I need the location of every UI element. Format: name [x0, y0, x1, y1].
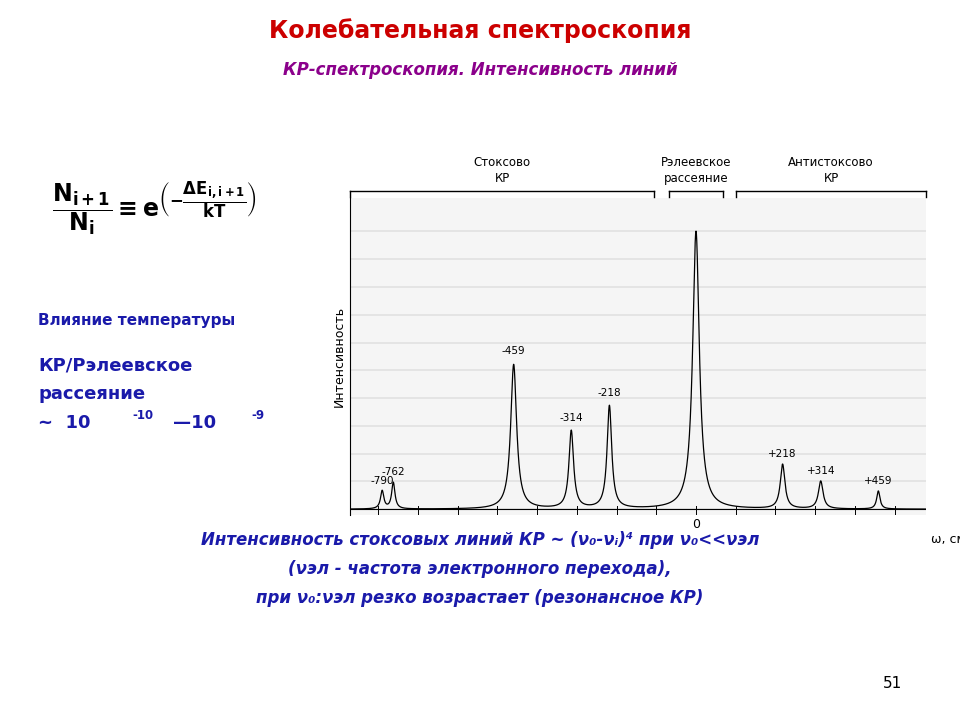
Text: при ν₀:νэл резко возрастает (резонансное КР): при ν₀:νэл резко возрастает (резонансное… — [256, 589, 704, 607]
Text: (νэл - частота электронного перехода),: (νэл - частота электронного перехода), — [288, 560, 672, 578]
Text: ~  10: ~ 10 — [38, 414, 91, 432]
Text: -790: -790 — [371, 476, 394, 485]
Text: КР-спектроскопия. Интенсивность линий: КР-спектроскопия. Интенсивность линий — [282, 61, 678, 79]
Text: -218: -218 — [597, 388, 621, 398]
Text: $\mathbf{\dfrac{N_{i+1}}{N_i} \equiv e^{\left(-\dfrac{\Delta E_{i,i+1}}{kT}\righ: $\mathbf{\dfrac{N_{i+1}}{N_i} \equiv e^{… — [52, 179, 256, 238]
Text: —10: —10 — [173, 414, 216, 432]
Text: +459: +459 — [864, 476, 893, 485]
Text: +218: +218 — [768, 449, 797, 459]
Text: рассеяние: рассеяние — [38, 385, 146, 403]
Text: -9: -9 — [252, 409, 265, 422]
Text: Рэлеевское: Рэлеевское — [660, 156, 732, 169]
Text: -10: -10 — [132, 409, 154, 422]
Text: 51: 51 — [883, 676, 902, 691]
Text: ω, см⁻¹: ω, см⁻¹ — [931, 533, 960, 546]
Text: КР: КР — [494, 172, 510, 185]
Y-axis label: Интенсивность: Интенсивность — [333, 306, 347, 407]
Text: -762: -762 — [381, 467, 405, 477]
Text: рассеяние: рассеяние — [663, 172, 729, 185]
Text: -314: -314 — [560, 413, 583, 423]
Text: Колебательная спектроскопия: Колебательная спектроскопия — [269, 18, 691, 42]
Text: КР/Рэлеевское: КР/Рэлеевское — [38, 356, 193, 374]
Text: Стоксово: Стоксово — [474, 156, 531, 169]
Text: Антистоксово: Антистоксово — [788, 156, 874, 169]
Text: Влияние температуры: Влияние температуры — [38, 313, 235, 328]
Text: +314: +314 — [806, 466, 835, 476]
Text: КР: КР — [824, 172, 839, 185]
Text: Интенсивность стоксовых линий КР ~ (ν₀-νᵢ)⁴ при ν₀<<νэл: Интенсивность стоксовых линий КР ~ (ν₀-ν… — [201, 531, 759, 549]
Text: -459: -459 — [502, 346, 525, 356]
